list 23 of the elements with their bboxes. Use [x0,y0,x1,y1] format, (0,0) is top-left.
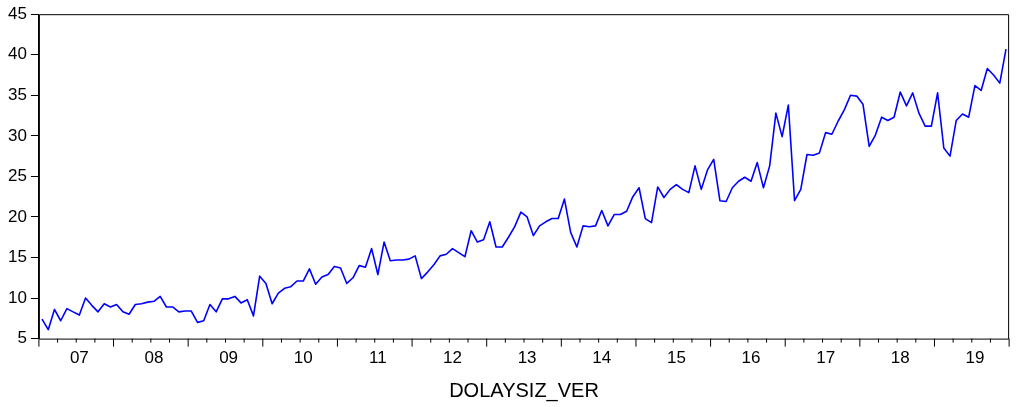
x-tick-label: 10 [293,348,313,368]
y-tick-label: 15 [7,247,27,267]
y-tick-label: 25 [7,166,27,186]
x-tick-label: 12 [443,348,462,368]
x-tick-label: 14 [592,348,612,368]
x-tick-label: 18 [890,348,910,368]
y-tick-label: 30 [7,125,27,145]
y-tick-label: 10 [7,287,27,307]
x-tick-label: 09 [219,348,239,368]
y-tick-label: 20 [7,206,27,226]
x-tick-label: 07 [69,348,89,368]
x-tick-label: 08 [144,348,164,368]
x-tick-label: 19 [965,348,985,368]
x-tick-label: 13 [517,348,537,368]
x-tick-label: 17 [816,348,836,368]
y-tick-label: 5 [17,328,27,348]
y-tick-label: 45 [7,3,27,23]
x-tick-label: 11 [369,348,387,368]
x-axis-title: DOLAYSIZ_VER [449,378,599,402]
x-tick-label: 16 [741,348,761,368]
x-tick-label: 15 [666,348,686,368]
y-tick-label: 40 [7,44,27,64]
y-tick-label: 35 [7,84,27,104]
